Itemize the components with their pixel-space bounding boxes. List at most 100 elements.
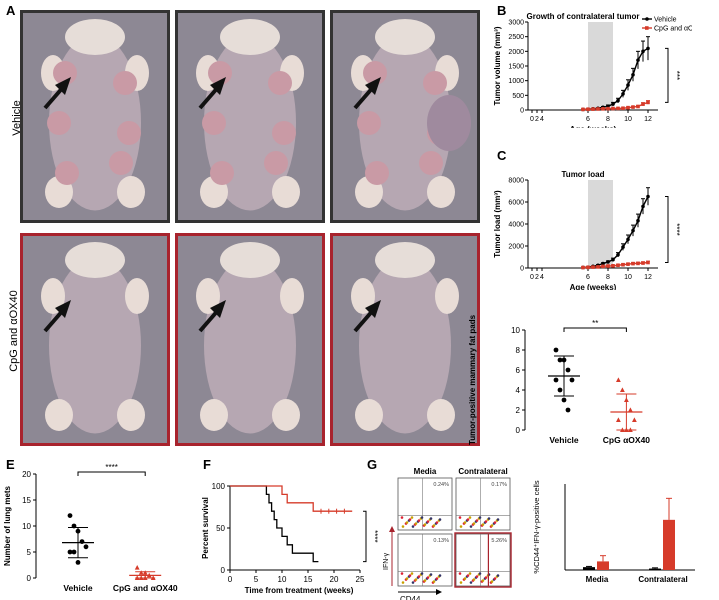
- flow-event: [423, 523, 427, 526]
- bar: [583, 567, 595, 570]
- data-point: [641, 102, 645, 106]
- mouse-limb: [117, 176, 145, 208]
- data-point: [631, 261, 635, 266]
- x-tick-label: 8: [606, 116, 610, 123]
- x-tick-label: 0: [530, 116, 534, 123]
- flow-event: [490, 580, 494, 583]
- data-point: [646, 46, 650, 51]
- data-point: [601, 261, 605, 266]
- x-tick-label: 10: [624, 274, 632, 281]
- tumor-nodule: [419, 151, 443, 175]
- flow-event: [432, 580, 436, 583]
- significance-bracket: [363, 510, 367, 563]
- panel-e-letter: E: [6, 457, 15, 472]
- x-tick-label: 10: [278, 575, 287, 584]
- x-tick-label: 6: [586, 116, 590, 123]
- x-tick-label: 2: [535, 116, 539, 123]
- mouse-limb: [200, 399, 228, 431]
- flow-event: [493, 521, 497, 524]
- y-axis-label: Percent survival: [201, 497, 210, 559]
- data-point: [631, 228, 635, 233]
- data-point: [626, 237, 630, 242]
- significance-bracket: [665, 196, 669, 263]
- mouse-limb: [280, 278, 304, 314]
- mouse-head: [375, 242, 435, 278]
- data-point: [626, 105, 630, 110]
- flow-event: [420, 516, 424, 519]
- y-axis-label: Tumor load (mm³): [493, 190, 502, 258]
- data-point: [626, 83, 630, 87]
- chart-g: %CD44⁺IFN-γ-positive cells Media Contralat…: [532, 480, 695, 584]
- data-point: [134, 565, 140, 570]
- data-point: [79, 539, 85, 544]
- flow-event: [487, 517, 491, 520]
- mouse-limb: [41, 278, 65, 314]
- x-arrow-head: [436, 589, 442, 595]
- data-point: [632, 417, 637, 422]
- data-point: [621, 92, 625, 96]
- significance-stars: ****: [105, 463, 117, 472]
- survival-curve: [230, 485, 353, 512]
- mouse-photo: [175, 233, 325, 446]
- tumor-nodule: [113, 71, 137, 95]
- tumor-nodule: [268, 71, 292, 95]
- flow-event: [493, 577, 497, 580]
- treatment-shade: [588, 180, 613, 268]
- flow-event: [435, 577, 439, 580]
- flow-event: [484, 520, 488, 523]
- mouse-limb: [125, 278, 149, 314]
- flow-event: [423, 579, 427, 582]
- y-tick-label: 0: [27, 574, 32, 583]
- significance-stars: ****: [672, 223, 681, 235]
- data-point: [606, 106, 610, 111]
- data-point: [596, 265, 600, 269]
- flow-event: [463, 577, 467, 580]
- data-point: [569, 377, 575, 383]
- y-tick-label: 0: [520, 108, 524, 115]
- flow-event: [496, 574, 500, 577]
- flow-event: [469, 525, 473, 528]
- flow-event: [458, 516, 462, 519]
- flow-event: [463, 521, 467, 524]
- legend-marker: [645, 26, 649, 30]
- flow-event: [414, 522, 418, 525]
- tumor-nodule: [423, 71, 447, 95]
- panel-f-letter: F: [203, 457, 211, 472]
- mouse-head: [375, 19, 435, 55]
- data-point: [138, 570, 144, 575]
- arrow-head: [55, 300, 71, 318]
- data-point: [641, 49, 645, 54]
- data-point: [646, 100, 650, 105]
- data-point: [616, 263, 620, 268]
- data-point: [565, 407, 571, 413]
- mouse-limb: [427, 399, 455, 431]
- flow-y-label: IFN-γ: [383, 552, 390, 570]
- flow-event: [458, 572, 462, 575]
- flow-event: [410, 572, 414, 575]
- flow-event: [410, 516, 414, 519]
- flow-column-header: Contralateral: [458, 467, 507, 476]
- flow-event: [432, 524, 436, 527]
- y-axis-label: Number of lung mets: [3, 485, 12, 566]
- data-point: [67, 549, 73, 555]
- flow-column-header: Media: [414, 467, 437, 476]
- chart-title: Growth of contralateral tumor: [527, 12, 640, 21]
- flow-event: [411, 581, 415, 584]
- y-tick-label: 4: [516, 386, 521, 395]
- mouse-head: [220, 242, 280, 278]
- tumor-nodule: [53, 61, 77, 85]
- flow-event: [435, 521, 439, 524]
- y-tick-label: 6000: [508, 200, 524, 207]
- x-tick-label: 25: [356, 575, 365, 584]
- x-tick-label: 5: [254, 575, 259, 584]
- legend-label: CpG and αOX40: [654, 26, 692, 33]
- data-point: [596, 107, 600, 111]
- flow-event: [438, 518, 442, 521]
- data-point: [631, 105, 635, 109]
- flow-percent: 0.13%: [433, 538, 449, 544]
- y-tick-label: 2000: [508, 49, 524, 56]
- data-point: [67, 513, 73, 518]
- x-tick-label: 10: [624, 116, 632, 123]
